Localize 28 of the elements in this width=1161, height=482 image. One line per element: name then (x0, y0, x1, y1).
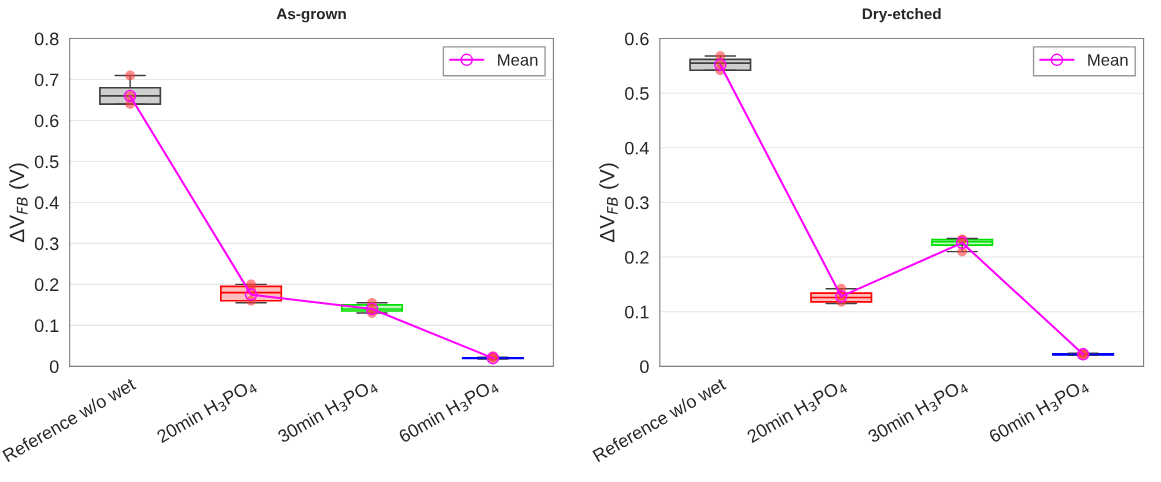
x-tick-label: 30min H$_{3}$PO$_{4}$ (866, 377, 970, 446)
y-tick-label: 0.5 (34, 155, 59, 169)
x-tick-label: 20min H$_{3}$PO$_{4}$ (745, 377, 849, 446)
y-tick-label: 0.2 (34, 278, 59, 292)
x-tick-label: 60min H$_{3}$PO$_{4}$ (397, 377, 500, 446)
y-tick-label: 0.3 (625, 196, 649, 210)
y-tick-label: 0.4 (625, 141, 649, 155)
chart-title: Dry-etched (862, 8, 941, 23)
y-axis-title: ΔV$_{FB}$ (V) (9, 163, 29, 243)
y-tick-label: 0.2 (625, 251, 649, 264)
y-tick-label: 0.4 (34, 196, 59, 210)
y-axis-title: ΔV$_{FB}$ (V) (599, 163, 619, 243)
y-tick-label: 0.6 (34, 114, 59, 128)
y-tick-label: 0.5 (625, 87, 649, 100)
y-tick-label: 0.1 (625, 305, 649, 319)
y-tick-label: 0.3 (34, 237, 59, 251)
x-tick-label: 20min H$_{3}$PO$_{4}$ (155, 377, 258, 446)
y-tick-label: 0.7 (34, 73, 59, 87)
y-tick-label: 0 (49, 360, 59, 374)
y-tick-label: 0.6 (625, 32, 649, 46)
legend-label: Mean (1088, 54, 1128, 66)
y-tick-label: 0 (640, 360, 649, 374)
y-tick-label: 0.1 (34, 319, 59, 333)
chart-title: As-grown (276, 8, 346, 23)
y-tick-label: 0.8 (34, 32, 59, 46)
x-tick-label: 60min H$_{3}$PO$_{4}$ (987, 377, 1091, 446)
legend-label: Mean (498, 54, 538, 66)
x-tick-label: 30min H$_{3}$PO$_{4}$ (276, 377, 379, 446)
